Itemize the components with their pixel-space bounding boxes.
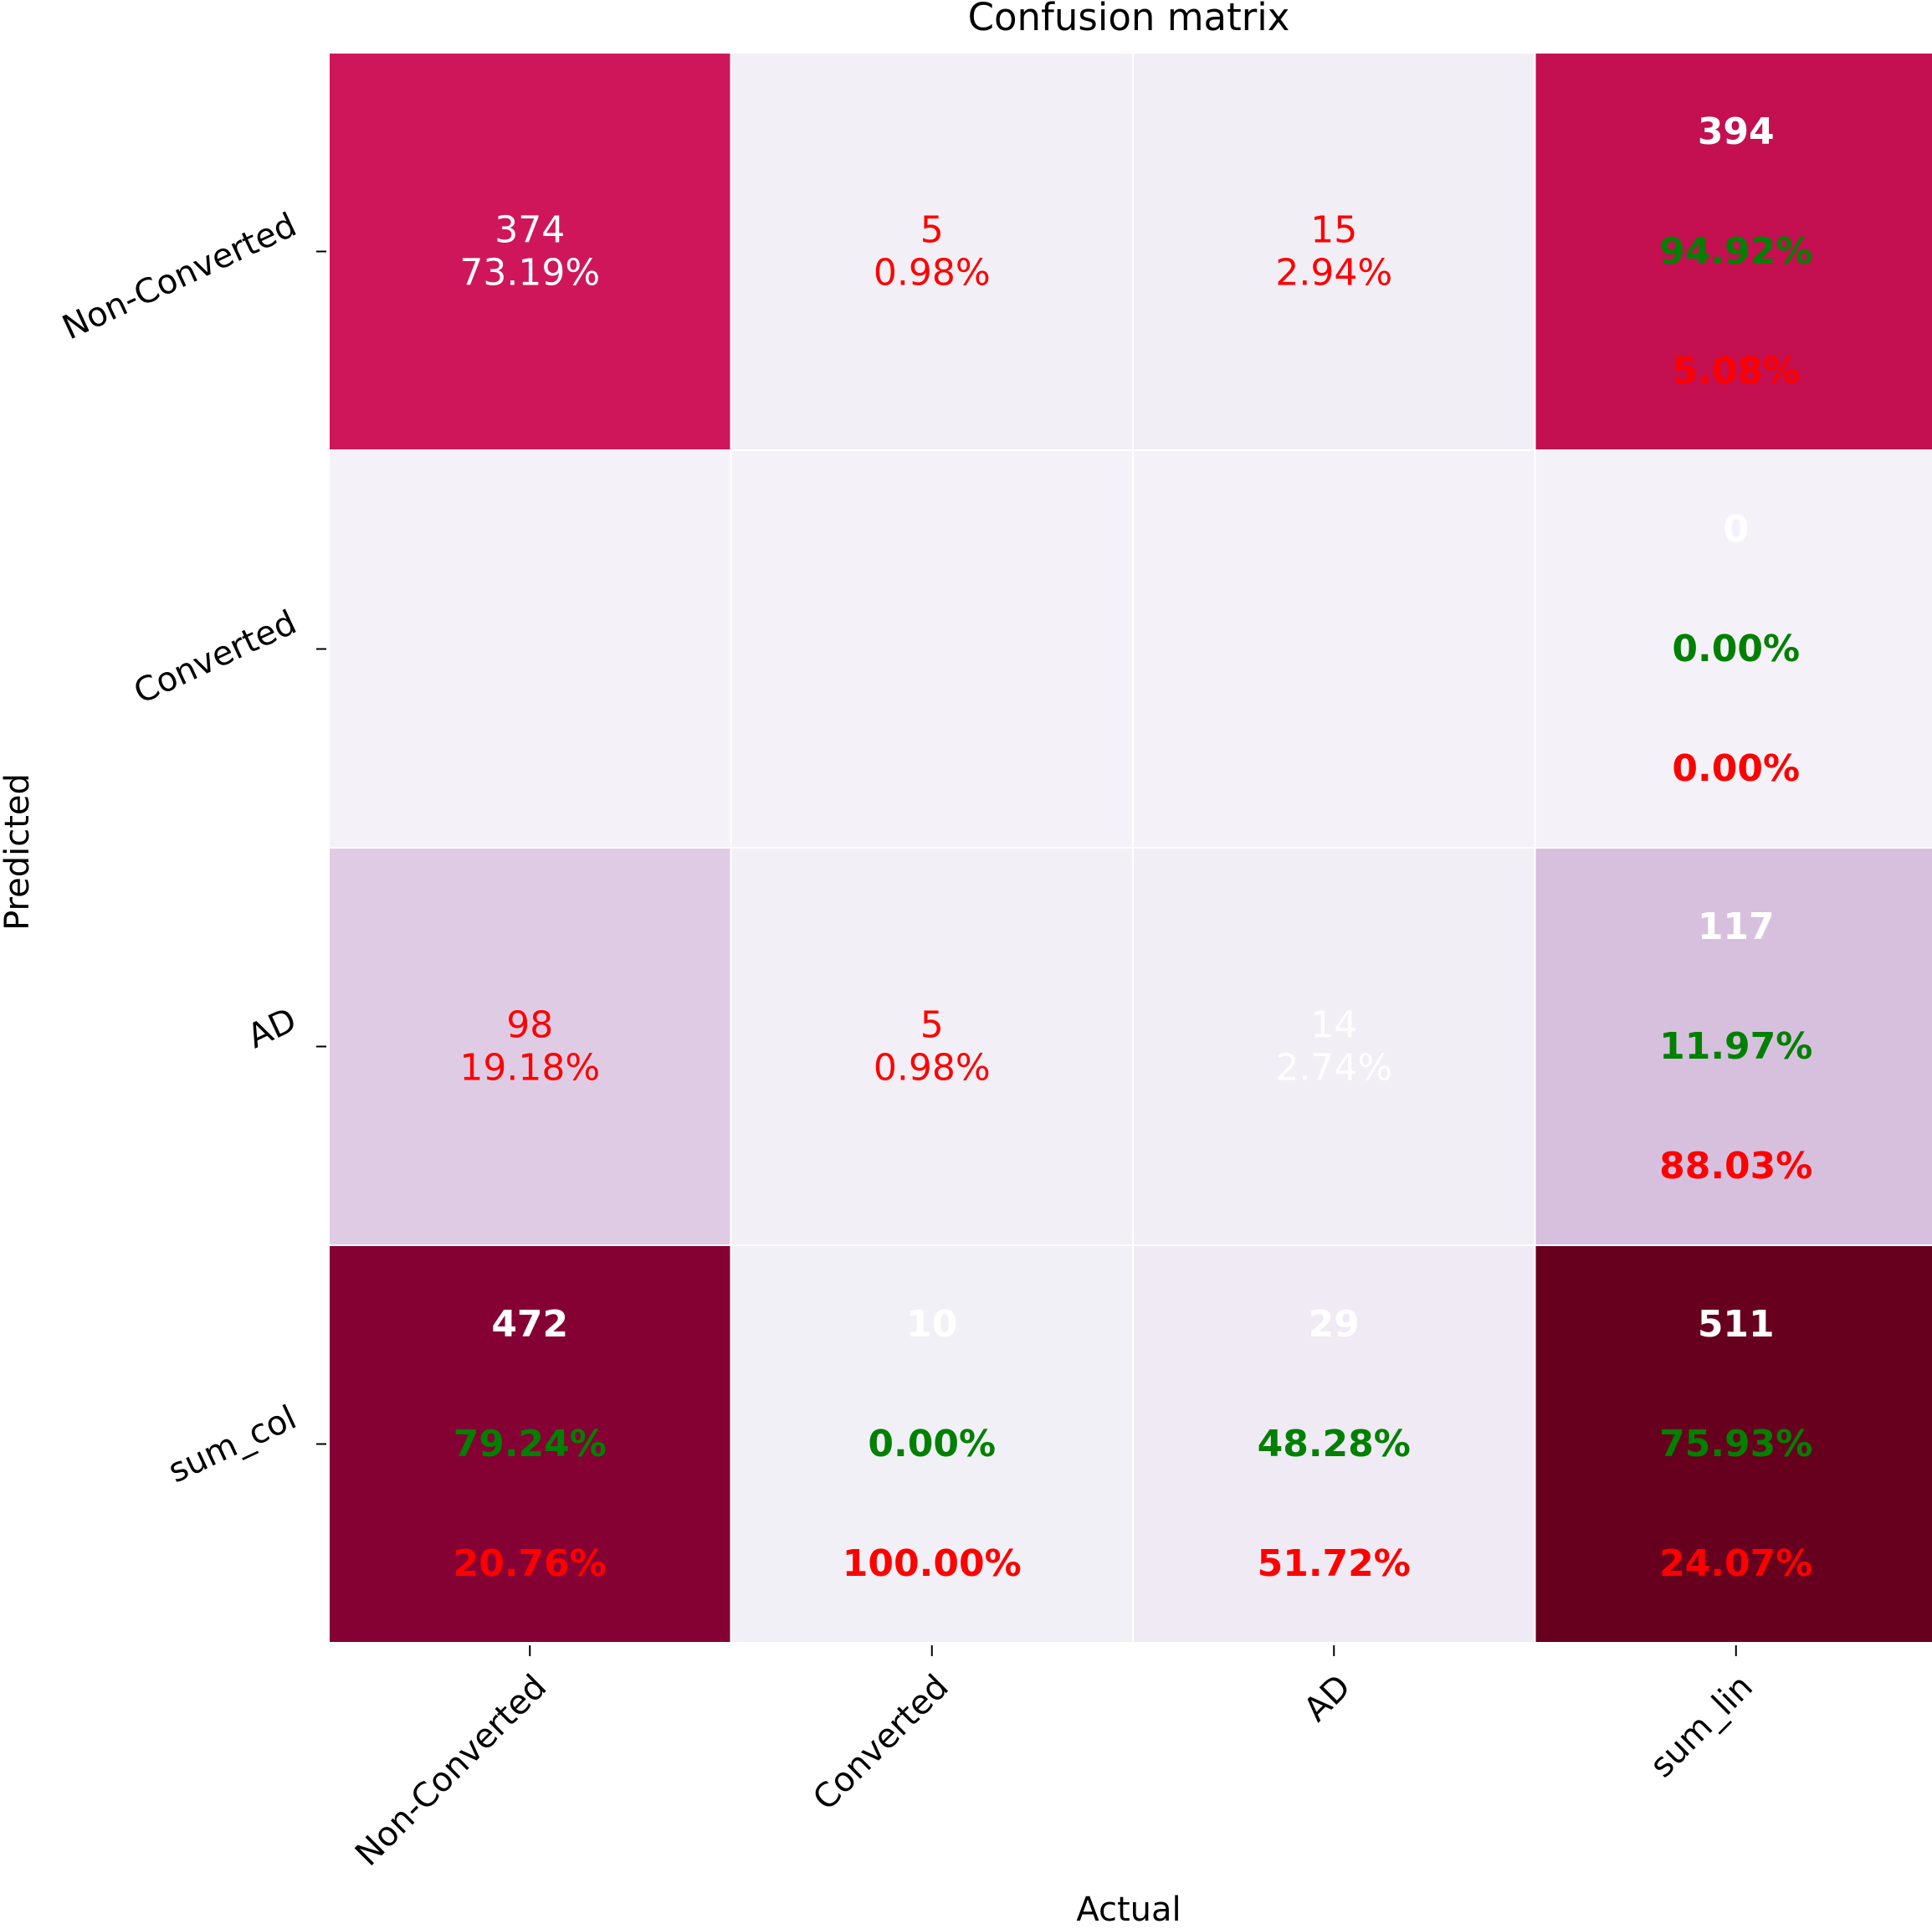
- heatmap-cell: [1134, 451, 1535, 847]
- cell-label: 51.72%: [1258, 1542, 1411, 1585]
- cell-label: 11.97%: [1659, 1025, 1812, 1068]
- y-tick-label: Converted: [128, 603, 302, 712]
- cell-label: 24.07%: [1659, 1542, 1812, 1585]
- cell-label: 15: [1310, 209, 1357, 252]
- cell-label: 2.94%: [1275, 252, 1392, 295]
- cell-label: 117: [1698, 906, 1775, 948]
- cell-label: 5: [920, 1004, 944, 1047]
- cell-label: 73.19%: [459, 252, 600, 295]
- cell-label: 0.00%: [868, 1423, 996, 1465]
- cell-label: 75.93%: [1659, 1423, 1812, 1465]
- chart-title: Confusion matrix: [968, 0, 1290, 39]
- heatmap-cell: [1535, 451, 1932, 847]
- heatmap-cell: [731, 451, 1132, 847]
- cell-label: 5: [920, 209, 944, 252]
- cell-label: 88.03%: [1659, 1145, 1812, 1188]
- cell-label: 94.92%: [1659, 230, 1812, 273]
- cell-label: 0.98%: [874, 1047, 991, 1090]
- y-tick-label: sum_col: [162, 1398, 302, 1490]
- heatmap-cell: [731, 54, 1132, 449]
- cell-label: 48.28%: [1258, 1423, 1411, 1465]
- heatmap-cell: [1134, 54, 1535, 449]
- y-tick-label: AD: [242, 1001, 302, 1056]
- y-tick-label: Non-Converted: [57, 206, 302, 347]
- cell-label: 20.76%: [454, 1542, 607, 1585]
- heatmap-cells: 37473.19%50.98%152.94%39494.92%5.08%00.0…: [330, 54, 1932, 1642]
- y-axis-label: Predicted: [0, 773, 37, 931]
- x-tick-label: AD: [1297, 1668, 1359, 1730]
- cell-label: 0.00%: [1672, 747, 1800, 790]
- cell-label: 29: [1309, 1303, 1360, 1346]
- x-axis-label: Actual: [1076, 1891, 1181, 1929]
- heatmap-cell: [1535, 849, 1932, 1244]
- heatmap-cell: [330, 54, 730, 449]
- cell-label: 14: [1310, 1004, 1357, 1047]
- cell-label: 374: [495, 209, 565, 252]
- x-tick-label: sum_lin: [1642, 1668, 1760, 1786]
- heatmap-cell: [731, 1246, 1132, 1642]
- heatmap-cell: [731, 849, 1132, 1244]
- cell-label: 511: [1698, 1303, 1775, 1346]
- cell-label: 472: [491, 1303, 568, 1346]
- cell-label: 394: [1698, 110, 1775, 153]
- cell-label: 5.08%: [1672, 350, 1800, 392]
- cell-label: 0: [1723, 508, 1749, 551]
- heatmap-cell: [330, 451, 730, 847]
- cell-label: 19.18%: [459, 1047, 600, 1090]
- cell-label: 100.00%: [843, 1542, 1022, 1585]
- heatmap-cell: [330, 1246, 730, 1642]
- x-tick-label: Converted: [806, 1668, 956, 1819]
- cell-label: 2.74%: [1275, 1047, 1392, 1090]
- heatmap-cell: [330, 849, 730, 1244]
- x-tick-label: Non-Converted: [348, 1668, 554, 1874]
- heatmap-cell: [1535, 54, 1932, 449]
- cell-label: 0.98%: [874, 252, 991, 295]
- cell-label: 98: [506, 1004, 553, 1047]
- cell-label: 0.00%: [1672, 628, 1800, 670]
- heatmap-cell: [1134, 849, 1535, 1244]
- cell-label: 10: [906, 1303, 957, 1346]
- heatmap-cell: [1134, 1246, 1535, 1642]
- cell-label: 79.24%: [454, 1423, 607, 1465]
- heatmap-cell: [1535, 1246, 1932, 1642]
